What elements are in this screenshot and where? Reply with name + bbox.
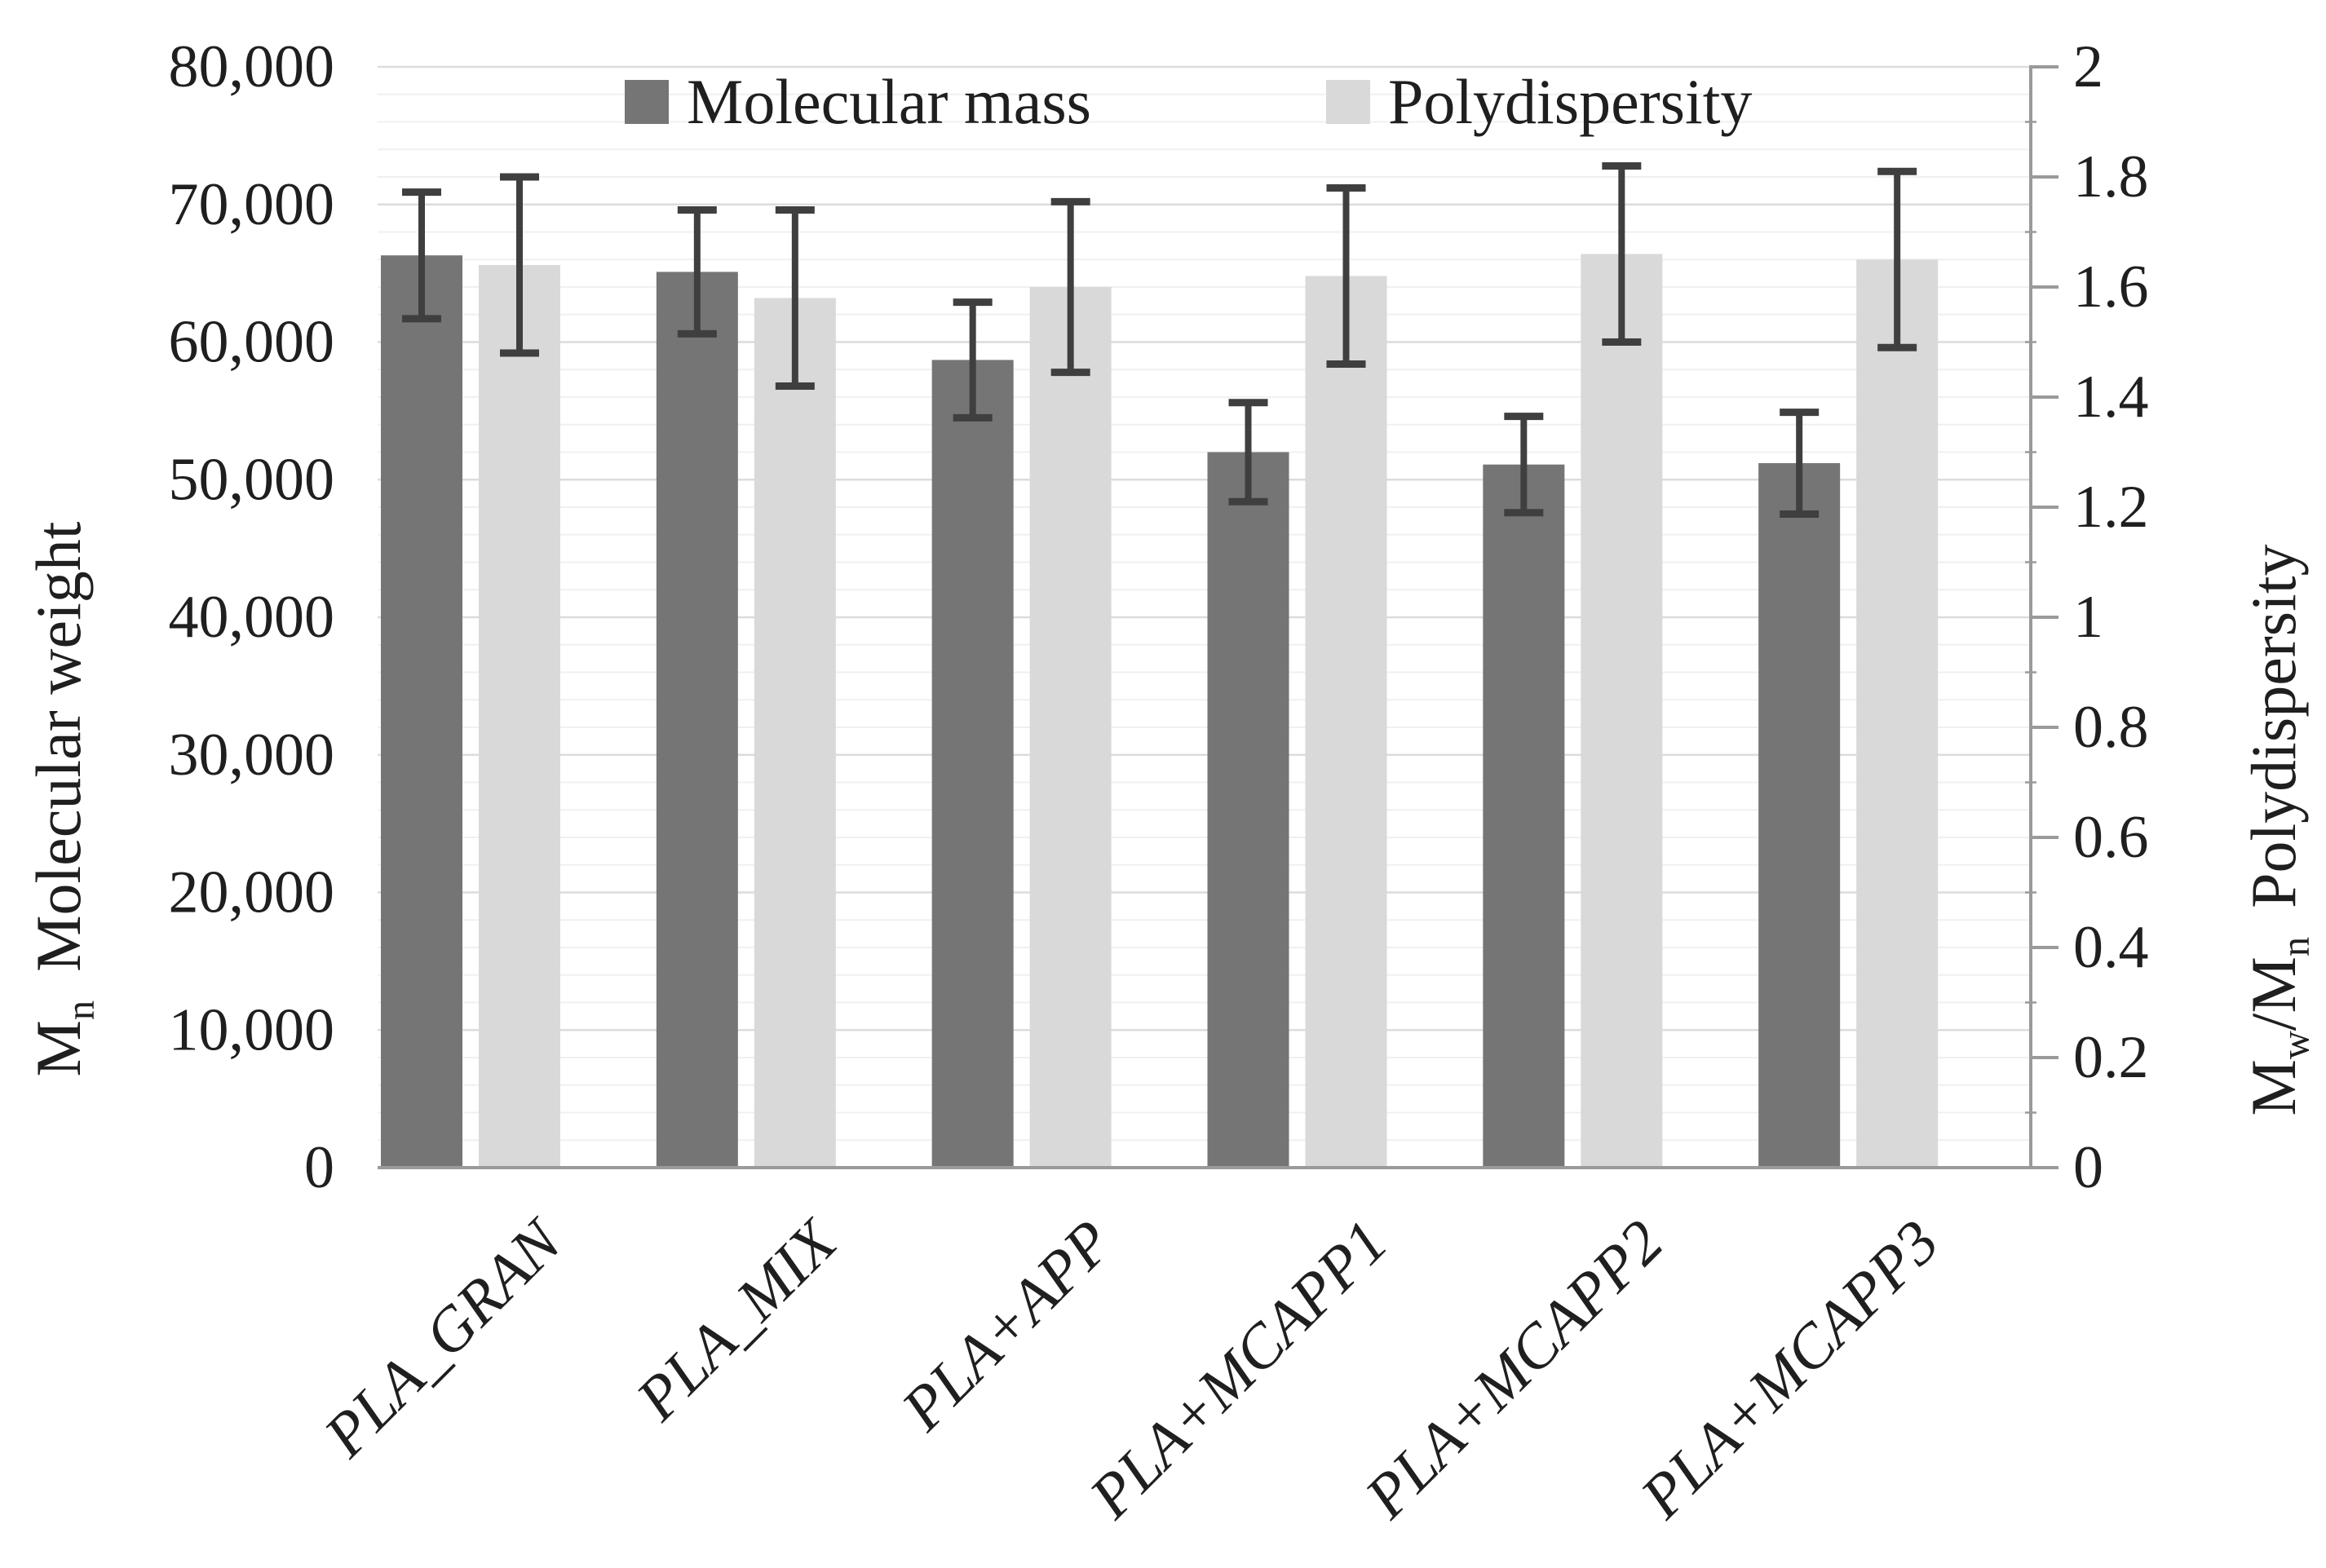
right-axis-tick-label: 1.2: [2073, 474, 2149, 541]
right-axis-tick-label: 0: [2073, 1134, 2103, 1201]
right-axis-tick-label: 0.4: [2073, 914, 2149, 981]
right-axis-tick-label: 1.6: [2073, 254, 2149, 320]
category-label-PLA_GRAN: PLA_GRAN: [311, 1205, 577, 1471]
right-axis-tick-label: 1.4: [2073, 364, 2149, 431]
left-axis-tick-label: 60,000: [169, 309, 335, 376]
bar-polydispersity-PLA+MCAPP1: [1305, 276, 1387, 1168]
bar-molecular-mass-PLA+MCAPP1: [1207, 452, 1289, 1168]
right-axis-tick-label: 1: [2073, 584, 2103, 651]
left-axis-title-text: Molecular weight: [23, 521, 94, 972]
right-axis-tick-label: 2: [2073, 33, 2103, 100]
bar-molecular-mass-PLA_GRAN: [381, 255, 462, 1168]
left-axis-title: Mn Molecular weight: [22, 521, 103, 1077]
bar-molecular-mass-PLA+MCAPP2: [1483, 464, 1565, 1168]
bar-polydispersity-PLA+APP: [1029, 287, 1112, 1168]
bar-molecular-mass-PLA_MIX: [656, 272, 738, 1168]
category-label-PLA+APP: PLA+APP: [888, 1208, 1125, 1444]
right-axis-title-text: Polydispersity: [2238, 544, 2309, 908]
category-label-PLA_MIX: PLA_MIX: [623, 1206, 851, 1434]
left-axis-tick-label: 20,000: [169, 859, 335, 926]
right-axis-title: Mw/Mn Polydispersity: [2237, 544, 2318, 1116]
right-axis-title-symbol: M: [2238, 1059, 2309, 1116]
left-axis-tick-label: 80,000: [169, 33, 335, 100]
right-axis-title-symbol-sub: w: [2274, 1031, 2318, 1060]
left-axis-tick-label: 0: [304, 1134, 334, 1201]
right-axis-tick-label: 0.6: [2073, 804, 2149, 871]
left-axis-tick-label: 40,000: [169, 584, 335, 651]
bar-polydispersity-PLA+MCAPP2: [1581, 254, 1663, 1168]
bar-polydispersity-PLA+MCAPP3: [1856, 259, 1939, 1168]
left-axis-title-symbol: M: [23, 1020, 94, 1077]
bar-molecular-mass-PLA+MCAPP3: [1758, 463, 1841, 1168]
bar-molecular-mass-PLA+APP: [931, 360, 1014, 1168]
right-axis-tick-label: 0.8: [2073, 694, 2149, 761]
right-axis-title-symbol2: /M: [2238, 956, 2309, 1031]
left-axis-tick-label: 10,000: [169, 996, 335, 1063]
left-axis-tick-label: 50,000: [169, 446, 335, 513]
left-axis-tick-label: 30,000: [169, 722, 335, 788]
bar-polydispersity-PLA_GRAN: [479, 265, 560, 1168]
right-axis-title-symbol2-sub: n: [2274, 936, 2318, 957]
right-axis-tick-label: 1.8: [2073, 144, 2149, 210]
bar-polydispersity-PLA_MIX: [754, 298, 836, 1168]
right-axis-tick-label: 0.2: [2073, 1024, 2149, 1091]
left-axis-title-symbol-sub: n: [59, 1000, 103, 1021]
left-axis-tick-label: 70,000: [169, 171, 335, 238]
